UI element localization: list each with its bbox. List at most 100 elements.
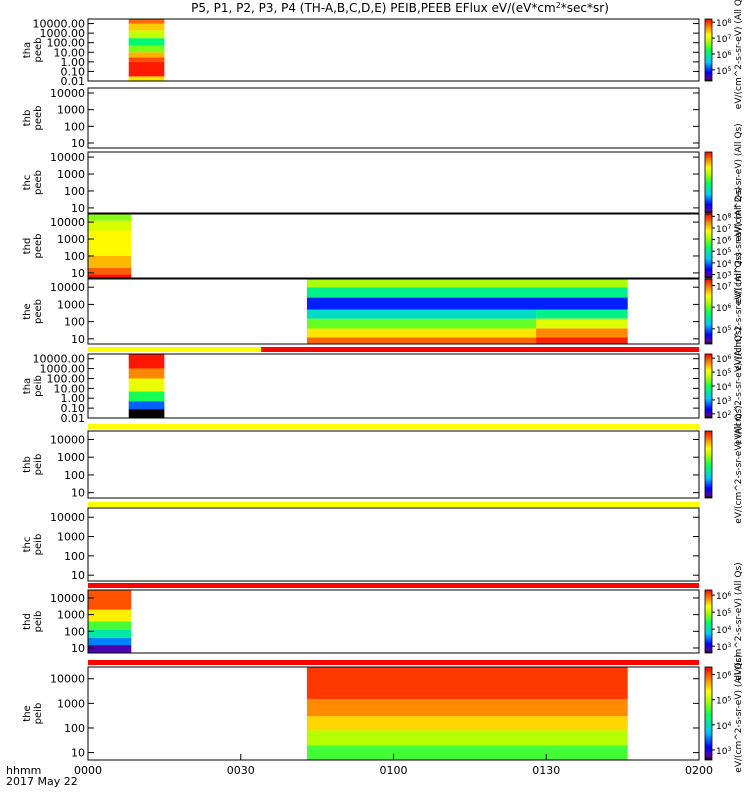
the-peib-cell-4 — [306, 667, 628, 700]
the-peib-ytick-label-2: 100 — [64, 722, 85, 735]
tha-peeb-ytick-label-4: 1.00 — [61, 56, 86, 69]
tha-peeb-cell-6 — [128, 30, 165, 39]
thc-peib-ylabel-1: peib — [33, 534, 44, 556]
the-peib-cb-label-1: 105 — [716, 695, 731, 707]
the-peeb-ylabel-1: peeb — [33, 299, 44, 324]
the-peeb-cell-4 — [306, 318, 537, 329]
thb-peib-ytick-label-2: 100 — [64, 469, 85, 482]
thd-peib-cb-label-0: 106 — [716, 591, 731, 603]
tha-peib-ytick-label-2: 100.00 — [47, 372, 86, 385]
tha-peeb-ytick-label-3: 10.00 — [54, 46, 86, 59]
thc-peib-ytick-label-0: 10000 — [50, 511, 85, 524]
the-peeb-cell-9 — [306, 287, 628, 298]
thc-peeb-ylabel-0: thc — [22, 175, 33, 191]
tha-peib-cell-5 — [128, 354, 165, 369]
thd-peeb-ytick-label-1: 1000 — [57, 233, 85, 246]
x-tick-label-0: 0000 — [74, 764, 102, 777]
thd-peib-cb-label-2: 104 — [716, 625, 731, 637]
the-peib-ylabel-0: the — [22, 705, 33, 721]
the-peib-ytick-label-3: 10 — [71, 747, 85, 760]
title-end: *sec*sr) — [561, 1, 609, 15]
tha-peeb-ytick-label-6: 0.01 — [61, 75, 86, 88]
tha-peib-colorbar-scale — [704, 353, 713, 419]
tha-peib-cb-label-4: 102 — [716, 409, 731, 421]
the-peeb-ytick-label-2: 100 — [64, 316, 85, 329]
thc-peeb-frame — [87, 151, 700, 214]
thd-peib-ylabel-0: thd — [22, 613, 33, 630]
tha-peeb-cb-label-1: 107 — [716, 34, 731, 46]
tha-peeb-colorbar-label: eV/(cm^2-s-sr-eV) (All Qs) — [734, 0, 744, 109]
thb-peib-ytick-label-3: 10 — [71, 487, 85, 500]
x-tick-label-1: 0030 — [227, 764, 255, 777]
the-peeb-cell-10 — [306, 279, 628, 288]
thc-peib-ytick-label-3: 10 — [71, 569, 85, 582]
status-band-2-segment-0 — [88, 502, 699, 507]
the-peeb-cell-7 — [536, 309, 628, 319]
thb-peib-colorbar-scale — [704, 430, 713, 499]
tha-peeb-cell-2 — [128, 57, 165, 62]
the-peeb-cell-5 — [536, 318, 628, 329]
tha-peib-ytick-label-6: 0.01 — [61, 412, 86, 425]
tha-peeb-ylabel-1: peeb — [33, 38, 44, 63]
x-tick-label-3: 0130 — [532, 764, 560, 777]
tha-peib-ytick-label-0: 10000.00 — [33, 353, 86, 366]
the-peeb-ytick-label-0: 10000 — [50, 281, 85, 294]
thd-peib-cell-5 — [88, 590, 132, 610]
tha-peib-cb-label-3: 103 — [716, 395, 731, 407]
tha-peeb-cb-label-0: 108 — [716, 18, 731, 30]
thd-peeb-cell-3 — [88, 230, 132, 256]
thc-peeb-ylabel-1: peeb — [33, 170, 44, 195]
panel-tha-peib: 10000.001000.00100.0010.001.000.100.01th… — [22, 327, 744, 445]
the-peeb-cell-1 — [536, 337, 628, 344]
tha-peeb-ytick-label-0: 10000.00 — [33, 18, 86, 31]
the-peib-cb-label-0: 106 — [716, 670, 731, 682]
the-peeb-ytick-label-1: 1000 — [57, 298, 85, 311]
the-peeb-yticks: 10000 1000 100 10 — [50, 281, 699, 346]
tha-peeb-cell-8 — [128, 19, 165, 24]
thb-peeb-ylabel-0: thb — [22, 110, 33, 127]
thb-peeb-ytick-label-3: 10 — [71, 137, 85, 150]
thd-peeb-ylabel-1: peeb — [33, 234, 44, 259]
thb-peib-frame — [87, 430, 700, 499]
thd-peib-ytick-label-0: 10000 — [50, 592, 85, 605]
thc-peib-ytick-label-2: 100 — [64, 550, 85, 563]
the-peib-cell-0 — [306, 745, 628, 760]
tha-peeb-ytick-label-5: 0.10 — [61, 65, 86, 78]
panel-tha-peeb: 10000.001000.00100.0010.001.000.100.01th… — [22, 0, 744, 109]
thc-peeb-ytick-label-0: 10000 — [50, 151, 85, 164]
thd-peib-cell-1 — [88, 637, 132, 646]
status-band-0-segment-0 — [88, 347, 262, 352]
tha-peib-cell-2 — [128, 391, 165, 402]
thd-peeb-yticks: 10000 1000 100 10 — [50, 216, 699, 280]
tha-peib-cell-4 — [128, 368, 165, 379]
panel-the-peib: 10000 1000 100 10 the peib 106 105 104 103 eV/(cm^… — [22, 654, 744, 772]
tha-peeb-cell-4 — [128, 45, 165, 53]
status-band-4-segment-0 — [88, 660, 699, 665]
thd-peeb-cb-label-0: 108 — [716, 212, 731, 224]
the-peib-ylabel-1: peib — [33, 703, 44, 725]
thb-peib-ytick-label-0: 10000 — [50, 433, 85, 446]
the-peib-cell-1 — [306, 730, 628, 746]
the-peib-colorbar: 106 105 104 103 eV/(cm^2-s-sr-eV) (All Qs) — [704, 654, 744, 773]
tha-peib-ytick-label-3: 10.00 — [54, 382, 86, 395]
thb-peeb-ytick-label-2: 100 — [64, 120, 85, 133]
the-peeb-cb-label-2: 105 — [716, 324, 731, 336]
title-main: P5, P1, P2, P3, P4 (TH-A,B,C,D,E) PEIB,P… — [191, 1, 556, 15]
x-axis-label: hhmm — [6, 764, 41, 777]
tha-peeb-cell-3 — [128, 52, 165, 58]
thb-peeb-frame — [87, 87, 700, 149]
thd-peeb-cell-5 — [88, 214, 132, 221]
thb-peib-ylabel-1: peib — [33, 454, 44, 476]
title-superscript: 2 — [556, 1, 561, 10]
the-peeb-ytick-label-3: 10 — [71, 333, 85, 346]
thd-peeb-cell-4 — [88, 220, 132, 231]
thd-peib-ylabel-1: peib — [33, 611, 44, 633]
panel-thb-peib: 10000 1000 100 10 thb peib eV/(cm^2-s-sr-eV) (… — [22, 405, 744, 523]
the-peib-cell-3 — [306, 699, 628, 717]
tha-peeb-ytick-label-1: 1000.00 — [40, 27, 86, 40]
thc-peib-frame — [87, 507, 700, 582]
